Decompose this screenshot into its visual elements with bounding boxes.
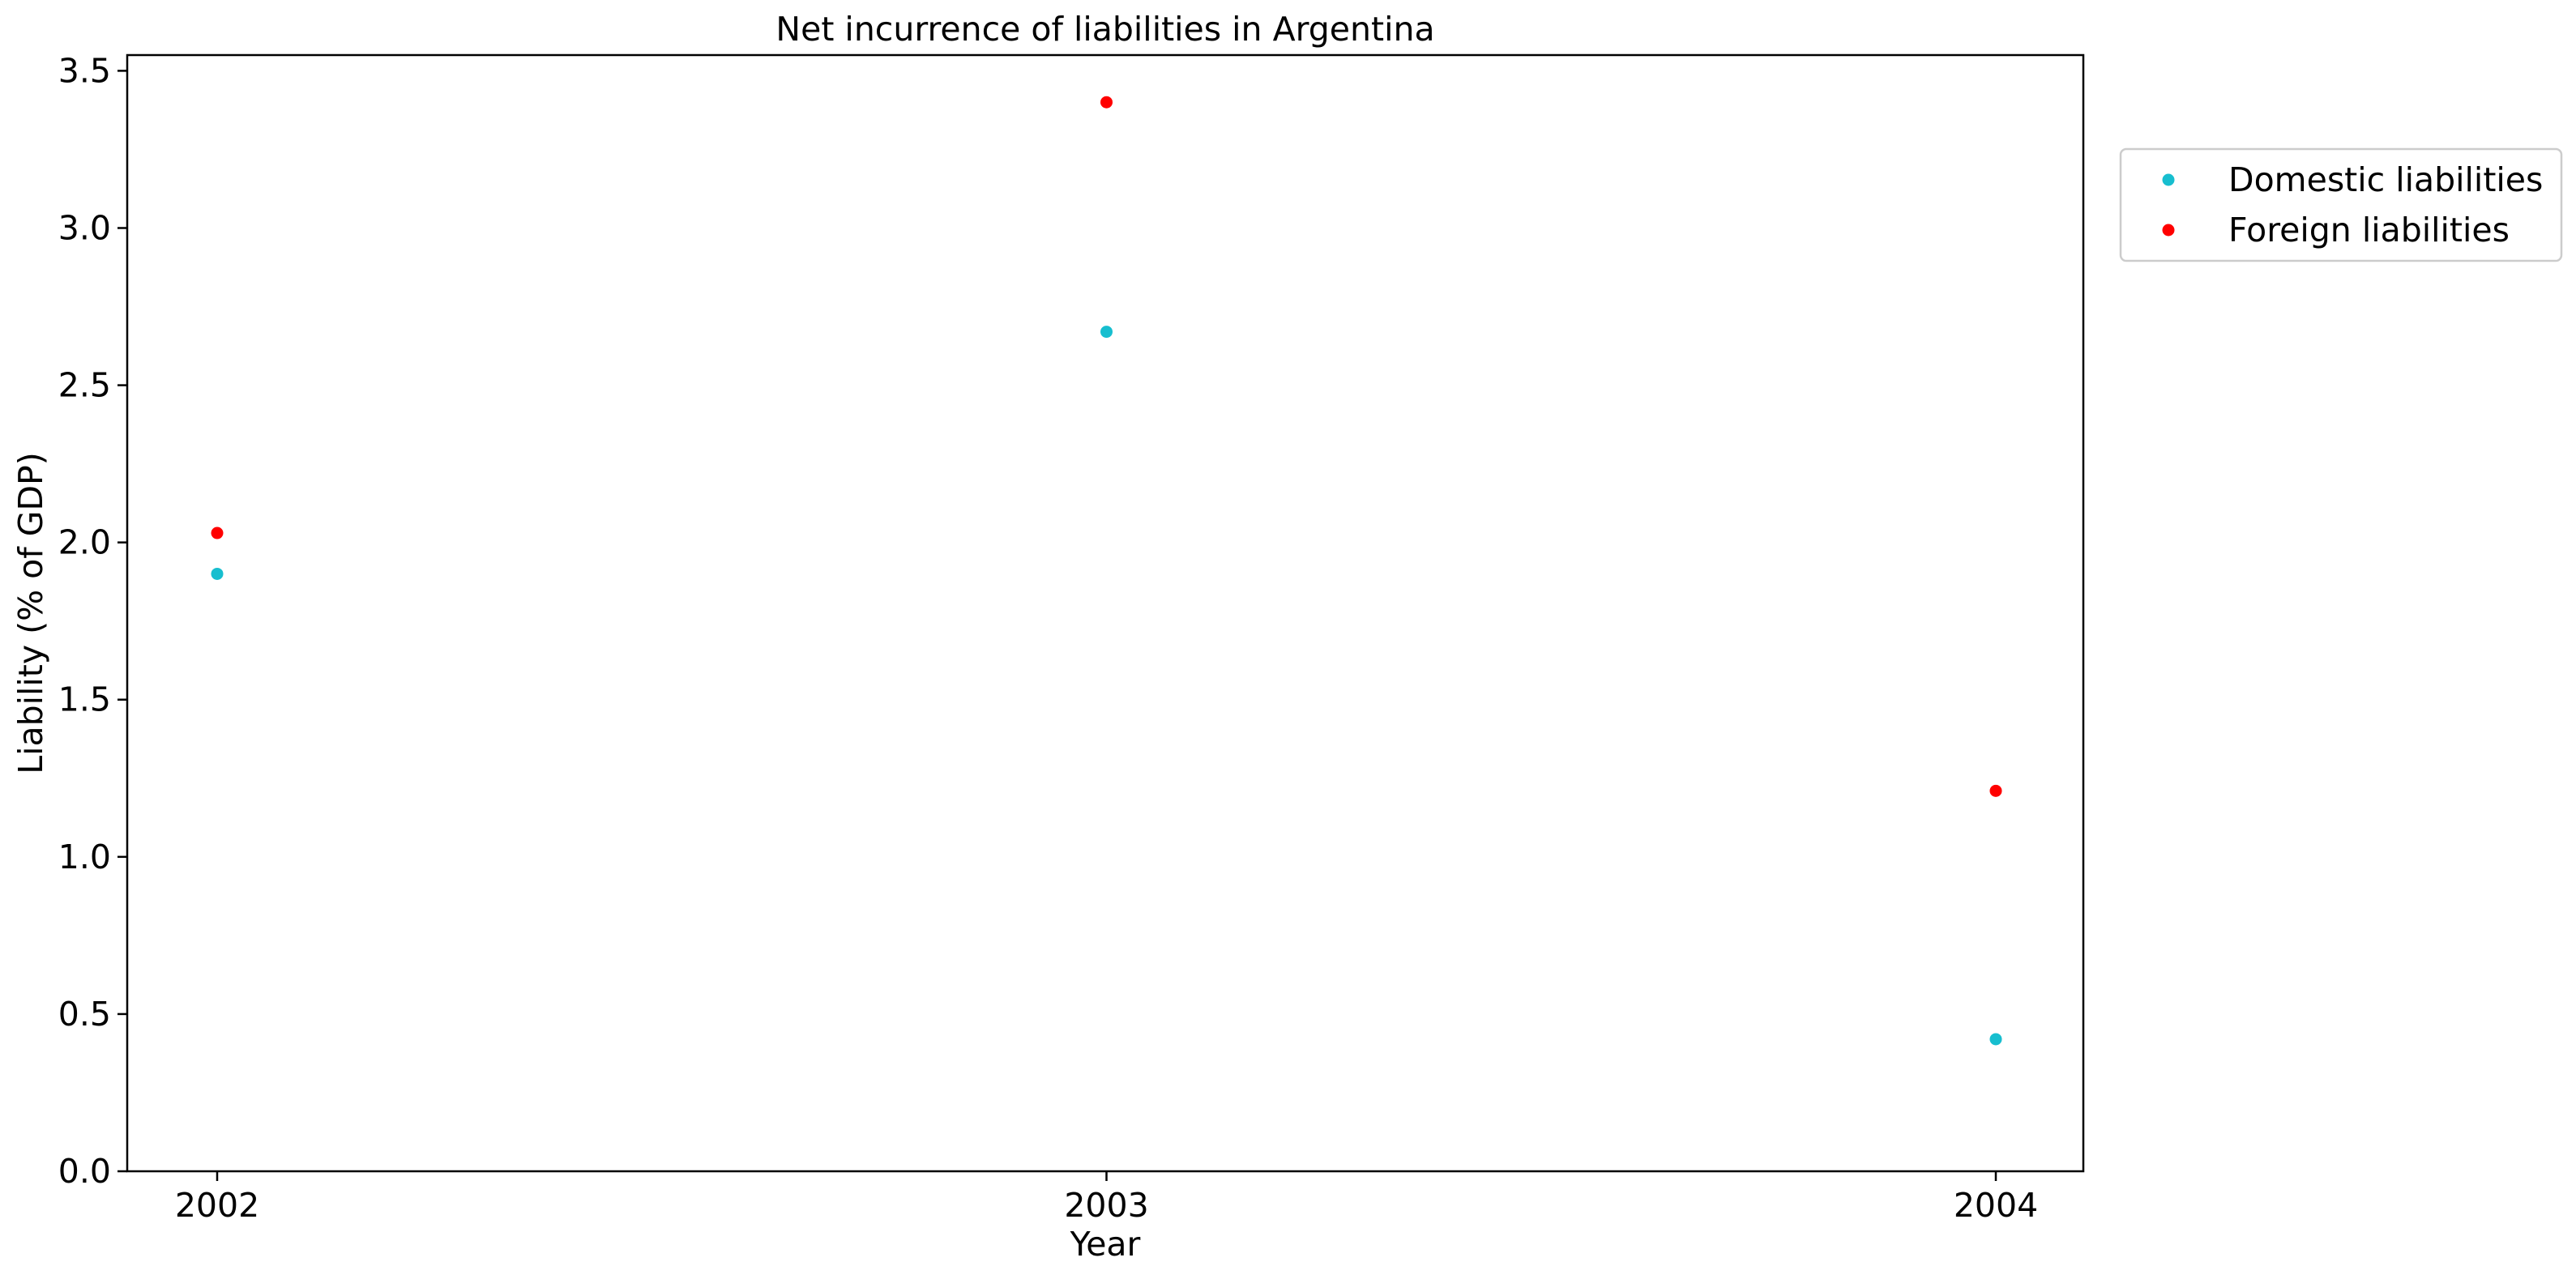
data-point [1100, 326, 1113, 339]
data-point [1989, 784, 2002, 797]
x-axis: 2002 2003 2004 [175, 1171, 2038, 1225]
x-tick-label: 2004 [1954, 1186, 2038, 1225]
y-axis: 0.0 0.5 1.0 1.5 2.0 2.5 3.0 3.5 [58, 51, 127, 1191]
x-axis-title: Year [1070, 1225, 1141, 1264]
y-tick-label: 1.5 [58, 680, 111, 719]
x-tick-label: 2003 [1064, 1186, 1148, 1225]
data-point [211, 527, 224, 539]
y-tick-label: 2.0 [58, 523, 111, 562]
legend-frame [2119, 147, 2563, 262]
data-point [1100, 96, 1113, 109]
y-tick-label: 1.0 [58, 838, 111, 876]
y-tick-label: 0.0 [58, 1152, 111, 1191]
chart-title: Net incurrence of liabilities in Argenti… [775, 10, 1434, 49]
y-tick-label: 0.5 [58, 995, 111, 1034]
data-point [211, 567, 224, 580]
data-points [211, 96, 2002, 1046]
legend: Domestic liabilities Foreign liabilities [2119, 147, 2563, 262]
y-tick-label: 3.0 [58, 208, 111, 247]
legend-marker [2162, 224, 2175, 237]
data-point [1989, 1033, 2002, 1046]
y-axis-title: Liability (% of GDP) [11, 452, 50, 774]
legend-label: Domestic liabilities [2228, 160, 2543, 199]
plot-area [126, 53, 2085, 1173]
y-tick-label: 3.5 [58, 51, 111, 90]
x-tick-label: 2002 [175, 1186, 259, 1225]
y-tick-label: 2.5 [58, 366, 111, 405]
legend-label: Foreign liabilities [2228, 211, 2510, 249]
legend-marker [2162, 173, 2175, 186]
